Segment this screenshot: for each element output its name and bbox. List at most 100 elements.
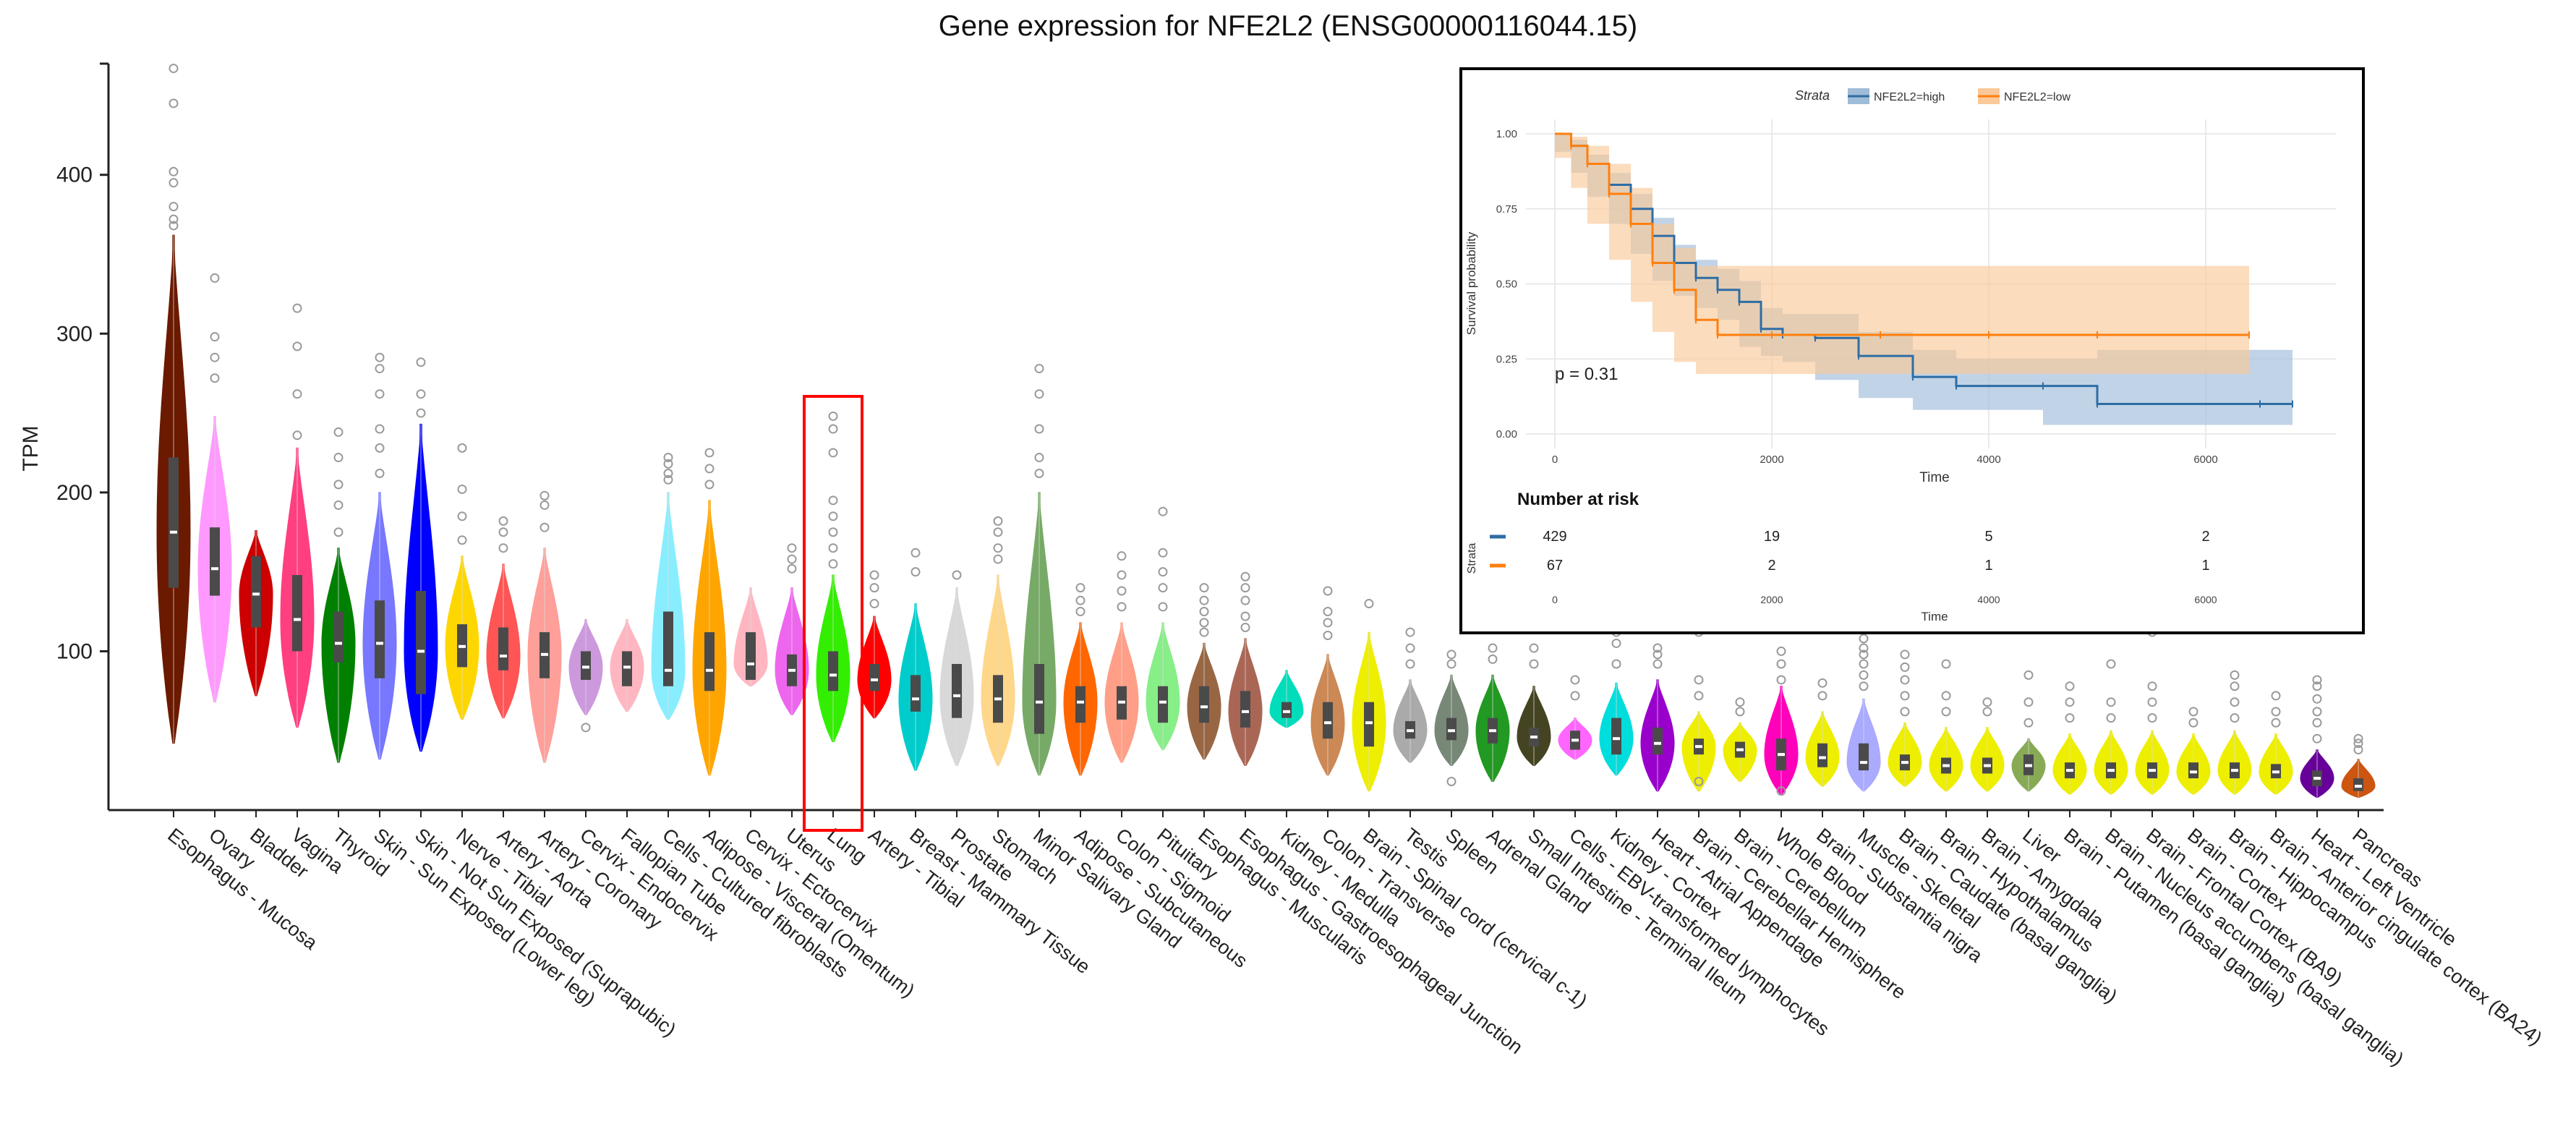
violin-iqr-box <box>622 651 632 686</box>
outlier-point <box>333 453 344 463</box>
outlier-point <box>1776 659 1786 669</box>
outlier-point <box>1117 570 1127 580</box>
outlier-point <box>1611 659 1621 669</box>
outlier-point <box>210 352 220 362</box>
violin-median <box>1530 735 1538 738</box>
outlier-point <box>1859 634 1869 644</box>
violin-group <box>1846 624 1881 792</box>
violin-median <box>170 530 177 534</box>
outlier-point <box>1075 595 1086 605</box>
km-y-tick-label: 1.00 <box>1496 128 1517 140</box>
violin-iqr-box <box>210 527 220 596</box>
violin-group <box>1228 571 1263 766</box>
violin-median <box>1200 705 1208 709</box>
outlier-point <box>1240 611 1250 621</box>
risk-count: 429 <box>1543 529 1566 545</box>
outlier-point <box>1570 691 1580 701</box>
outlier-point <box>2230 670 2240 680</box>
outlier-point <box>828 511 838 521</box>
outlier-point <box>828 495 838 506</box>
violin-iqr-box <box>251 555 261 628</box>
violin-iqr-box <box>581 651 591 680</box>
violin-group <box>775 543 809 715</box>
outlier-point <box>539 522 550 532</box>
violin-median <box>2107 769 2115 772</box>
outlier-point <box>2230 681 2240 691</box>
violin-median <box>417 650 425 653</box>
outlier-point <box>828 527 838 537</box>
violin-group <box>898 548 933 771</box>
outlier-point <box>1240 595 1250 605</box>
outlier-point <box>498 527 508 537</box>
outlier-point <box>2353 738 2363 749</box>
outlier-point <box>828 424 838 434</box>
outlier-point <box>292 303 302 313</box>
outlier-point <box>292 389 302 399</box>
violin-median <box>1118 700 1125 704</box>
outlier-point <box>2312 733 2322 744</box>
outlier-point <box>1158 583 1168 593</box>
outlier-point <box>581 723 591 733</box>
outlier-point <box>1859 681 1869 691</box>
outlier-point <box>1323 586 1333 596</box>
violin-median <box>1489 729 1496 733</box>
violin-group <box>1599 627 1634 776</box>
outlier-point <box>1652 643 1663 653</box>
outlier-point <box>1694 776 1704 786</box>
km-y-tick-label: 0.25 <box>1496 353 1517 365</box>
violin-group <box>1805 678 1840 787</box>
violin-group <box>1146 506 1180 751</box>
violin-iqr-box <box>498 627 508 670</box>
km-x-tick-label: 4000 <box>1976 453 2000 466</box>
outlier-point <box>663 459 673 469</box>
outlier-point <box>1570 675 1580 685</box>
violin-group <box>692 448 727 776</box>
outlier-point <box>2106 697 2116 707</box>
violin-median <box>2190 770 2197 774</box>
outlier-point <box>2023 717 2034 728</box>
outlier-point <box>169 214 179 224</box>
outlier-point <box>1776 786 1786 796</box>
violin-group <box>486 516 521 719</box>
km-y-tick-label: 0.50 <box>1496 278 1517 291</box>
violin-median <box>912 697 919 701</box>
violin-group <box>445 443 479 720</box>
violin-median <box>1654 741 1661 745</box>
outlier-point <box>1034 453 1044 463</box>
violin-group <box>1310 586 1345 776</box>
outlier-point <box>375 364 385 374</box>
outlier-point <box>292 341 302 352</box>
outlier-point <box>663 469 673 479</box>
outlier-point <box>787 554 797 564</box>
violin-group <box>527 490 562 763</box>
outlier-point <box>1529 659 1539 669</box>
violin-group <box>816 411 850 743</box>
violin-group <box>1764 646 1799 796</box>
outlier-point <box>169 178 179 188</box>
violin-group <box>2052 681 2087 795</box>
outlier-point <box>1941 691 1951 701</box>
outlier-point <box>1859 643 1869 653</box>
violin-median <box>829 673 837 677</box>
violin-group <box>2094 659 2128 795</box>
outlier-point <box>1446 659 1457 669</box>
violin-iqr-box <box>1611 717 1621 755</box>
violin-group <box>2217 670 2252 795</box>
km-x-tick-label: 0 <box>1552 453 1558 466</box>
km-x-tick-label: 6000 <box>2193 453 2217 466</box>
violin-iqr-box <box>1240 691 1250 728</box>
risk-count: 2 <box>1767 558 1775 574</box>
outlier-point <box>2312 717 2322 728</box>
violin-median <box>871 678 878 681</box>
outlier-point <box>1652 650 1663 660</box>
violin-median <box>2025 764 2032 767</box>
outlier-point <box>1240 622 1250 632</box>
outlier-point <box>1240 571 1250 582</box>
outlier-point <box>498 543 508 553</box>
km-x-tick-label: 2000 <box>1760 453 1783 466</box>
outlier-point <box>1941 707 1951 717</box>
outlier-point <box>1652 659 1663 669</box>
violin-group <box>362 352 397 760</box>
outlier-point <box>2312 707 2322 717</box>
violin-iqr-box <box>663 611 673 686</box>
